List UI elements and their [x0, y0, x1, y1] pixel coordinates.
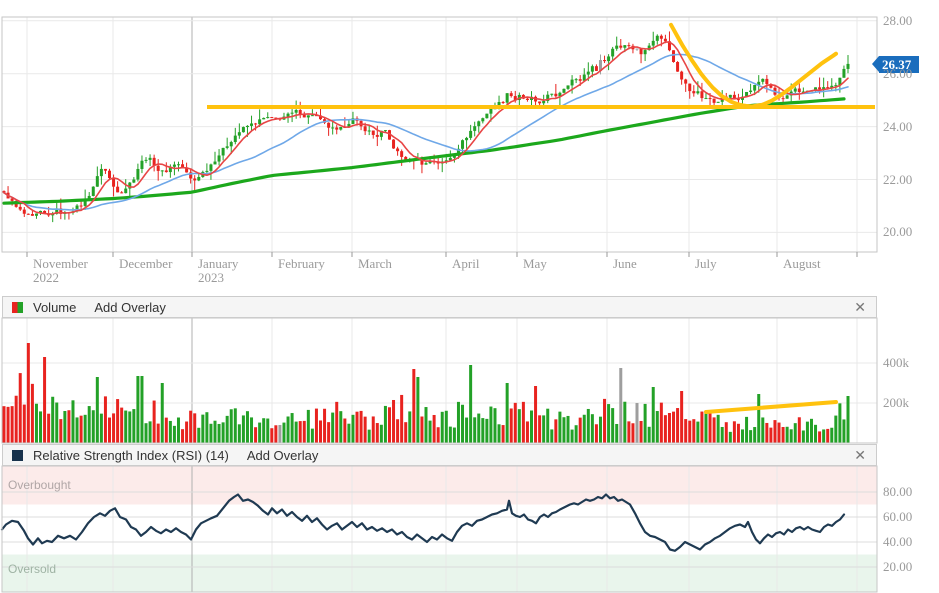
month-label: July	[695, 256, 717, 271]
axis-tick-label: 400k	[883, 355, 909, 370]
last-price-value: 26.37	[882, 57, 912, 72]
volume-indicator-icon	[12, 301, 23, 313]
month-label: March	[358, 256, 392, 271]
month-label: November	[33, 256, 88, 271]
volume-panel-header: Volume Add Overlay ✕	[2, 296, 877, 318]
rsi-indicator-icon	[12, 449, 23, 461]
volume-close-icon[interactable]: ✕	[854, 299, 866, 315]
month-label: December	[119, 256, 173, 271]
volume-panel-title: Volume	[33, 299, 77, 315]
volume-add-overlay-link[interactable]: Add Overlay	[94, 299, 166, 315]
axis-tick-label: 28.00	[883, 12, 913, 28]
axis-tick-label: 60.00	[883, 509, 913, 524]
axis-tick-label: 40.00	[883, 534, 913, 549]
month-label: June	[613, 256, 637, 271]
month-label: January	[198, 256, 239, 271]
year-label: 2023	[198, 270, 224, 285]
axis-tick-label: 20.00	[883, 559, 913, 574]
rsi-panel-title: Relative Strength Index (RSI) (14)	[33, 447, 229, 463]
oversold-band-label: Oversold	[8, 562, 57, 576]
axis-tick-label: 24.00	[883, 118, 913, 134]
month-label: May	[523, 256, 547, 271]
axis-tick-label: 80.00	[883, 484, 913, 499]
month-label: August	[783, 256, 821, 271]
year-label: 2022	[33, 270, 59, 285]
axis-tick-label: 26.00	[883, 65, 913, 81]
overbought-band-label: Overbought	[8, 478, 71, 492]
axis-tick-label: 20.00	[883, 224, 913, 240]
month-label: April	[452, 256, 480, 271]
month-label: February	[278, 256, 325, 271]
rsi-panel-header: Relative Strength Index (RSI) (14) Add O…	[2, 444, 877, 466]
rsi-add-overlay-link[interactable]: Add Overlay	[246, 447, 319, 463]
last-price-tag: 26.37	[871, 56, 920, 73]
axis-tick-label: 200k	[883, 395, 909, 410]
rsi-close-icon[interactable]: ✕	[854, 447, 866, 463]
axis-tick-label: 22.00	[883, 171, 913, 187]
